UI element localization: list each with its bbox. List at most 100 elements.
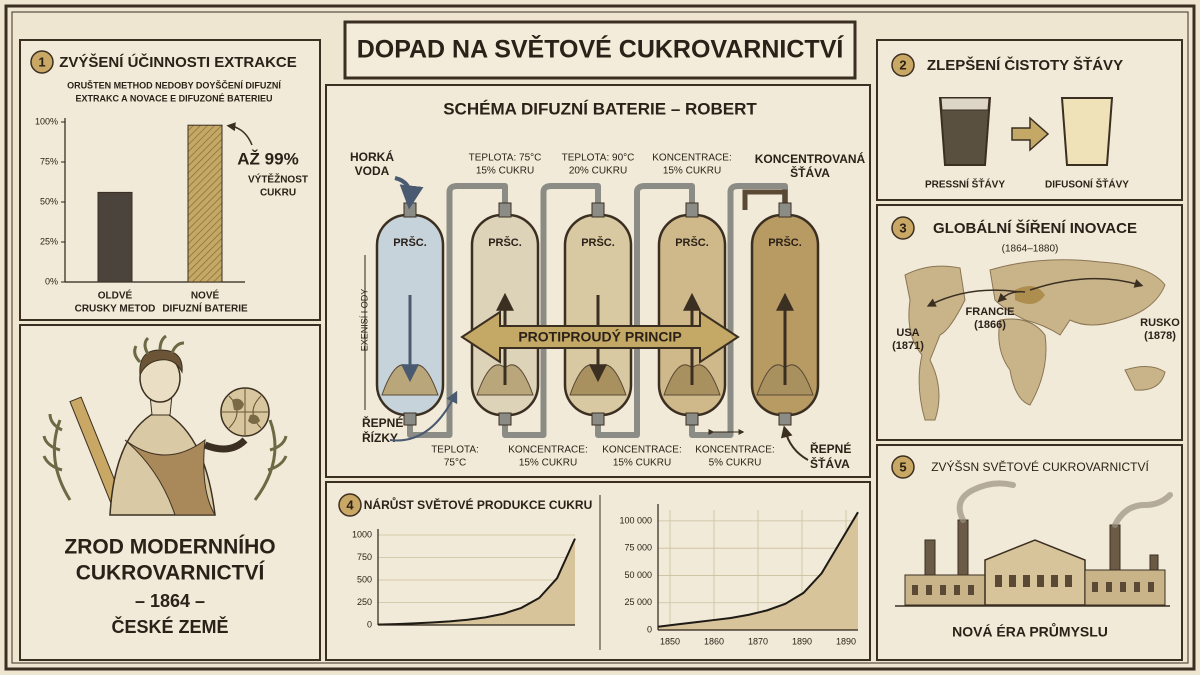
y-tick-label: 750 [357, 552, 372, 562]
bar [97, 191, 133, 283]
number-badge [891, 455, 915, 479]
inner-border [11, 11, 1189, 664]
glass-label: PRESSNÍ ŠŤÁVY [925, 178, 1005, 191]
bottom-label: TEPLOTA: [431, 445, 479, 456]
outer-border [4, 4, 1196, 671]
window [1134, 582, 1140, 592]
annotation-value: AŽ 99% [237, 149, 298, 168]
annotation-text: CUKRU [260, 188, 296, 199]
x-tick-label: 1850 [660, 636, 680, 646]
panel-title: GLOBÁLNÍ ŠÍŘENÍ INOVACE [933, 219, 1137, 237]
bar [187, 124, 223, 283]
outlet-label: ŠŤÁVA [790, 165, 830, 180]
place-label: (1871) [892, 340, 924, 352]
bottom-label: KONCENTRACE: [602, 445, 681, 456]
vessel-label: PRŠC. [675, 236, 709, 249]
y-tick-label: 1000 [352, 529, 372, 539]
bottom-label: 15% CUKRU [613, 458, 671, 469]
vessel-neck [685, 202, 699, 218]
route-france [997, 290, 1026, 303]
bottom-label: KONCENTRACE: [508, 445, 587, 456]
laurel-left [42, 413, 72, 501]
window [1148, 582, 1154, 592]
window [968, 585, 974, 595]
panel-title: ZVÝŠENÍ ÚČINNOSTI EXTRAKCE [59, 53, 297, 71]
stage-label: 15% CUKRU [663, 166, 721, 177]
vessel-neck [498, 202, 512, 218]
number-badge-text: 1 [38, 54, 45, 69]
factory-illustration [895, 480, 1173, 607]
x-tick-label: 1870 [748, 636, 768, 646]
hero-title: CUKROVARNICTVÍ [76, 562, 266, 585]
annotation-text: VÝTĚŽNOST [248, 173, 308, 186]
y-tick-label: 25% [40, 236, 58, 246]
juice-arrow [780, 425, 809, 461]
panel-title: ZLEPŠENÍ ČISTOTY ŠŤÁVY [927, 56, 1123, 74]
vessel-neck [403, 202, 417, 218]
map-africa [998, 318, 1047, 406]
stage-label: TEPLOTA: 75°C [469, 153, 542, 164]
panel-title: NÁRŮST SVĚTOVÉ PRODUKCE CUKRU [364, 496, 592, 512]
x-tick-label: DIFUZNÍ BATERIE [162, 302, 248, 315]
vessel-neck [591, 202, 605, 218]
window [1023, 575, 1030, 587]
window [954, 585, 960, 595]
building-main [984, 539, 1086, 606]
number-badge-text: 4 [346, 497, 354, 512]
x-tick-label: OLDVÉ [98, 289, 133, 302]
y-tick-label: 100 000 [619, 515, 652, 525]
x-tick-label: 1890 [836, 636, 856, 646]
main-title: DOPAD NA SVĚTOVÉ CUKROVARNICTVÍ [357, 34, 845, 64]
purity-arrow [1011, 116, 1050, 152]
stage-label: TEPLOTA: 90°C [562, 153, 635, 164]
area-fill [658, 512, 858, 630]
map-eurasia [989, 259, 1166, 336]
panel-subtitle: ORUŠTEN METHOD NEDOBY DOYŠČENÍ DIFUZNÍ [67, 79, 281, 90]
y-tick-label: 75% [40, 156, 58, 166]
window [1106, 582, 1112, 592]
window [1120, 582, 1126, 592]
hero-year: – 1864 – [135, 591, 205, 611]
pipe [595, 183, 695, 438]
stage-label: KONCENTRACE: [652, 153, 731, 164]
hero-illustration [42, 334, 288, 516]
y-tick-label: 50% [40, 196, 58, 206]
window [1092, 582, 1098, 592]
bottom-label: 5% CUKRU [709, 458, 762, 469]
panel-subtitle: EXTRAKC A NOVACE E DIFUZONÉ BATERIEU [75, 93, 272, 103]
juice-label: ŘEPNÉ [810, 441, 851, 456]
chips-label: ŘEPNÉ [362, 415, 403, 430]
counterflow-arrow [460, 310, 740, 364]
smoke [956, 480, 1173, 528]
glass-dirty-top [940, 97, 990, 111]
arm [203, 437, 248, 453]
curve [377, 538, 576, 626]
inlet-label: HORKÁ [350, 149, 394, 164]
window [1051, 575, 1058, 587]
window [995, 575, 1002, 587]
panel-title: ZVÝŠSN SVĚTOVÉ CUKROVARNICTVÍ [931, 459, 1149, 474]
curve [657, 511, 859, 628]
place-label: FRANCIE [966, 306, 1015, 318]
vessel-base [498, 412, 512, 426]
y-tick-label: 500 [357, 574, 372, 584]
y-tick-label: 0% [45, 276, 58, 286]
place-label: (1878) [1144, 330, 1176, 342]
y-tick-label: 0 [647, 624, 652, 634]
pipe [689, 183, 788, 438]
number-badge [338, 493, 362, 517]
vessel-base [591, 412, 605, 426]
y-tick-label: 50 000 [624, 570, 652, 580]
place-label: (1866) [974, 319, 1006, 331]
x-tick-label: 1860 [704, 636, 724, 646]
y-tick-label: 0 [367, 619, 372, 629]
y-tick-label: 100% [35, 116, 58, 126]
number-badge [891, 53, 915, 77]
number-badge-text: 2 [899, 57, 906, 72]
laurel-right [253, 419, 288, 501]
glass-clean [1060, 97, 1114, 166]
hero-title: ZROD MODERNNÍHO [64, 536, 275, 559]
number-badge [891, 216, 915, 240]
inlet-label: VODA [355, 164, 390, 178]
